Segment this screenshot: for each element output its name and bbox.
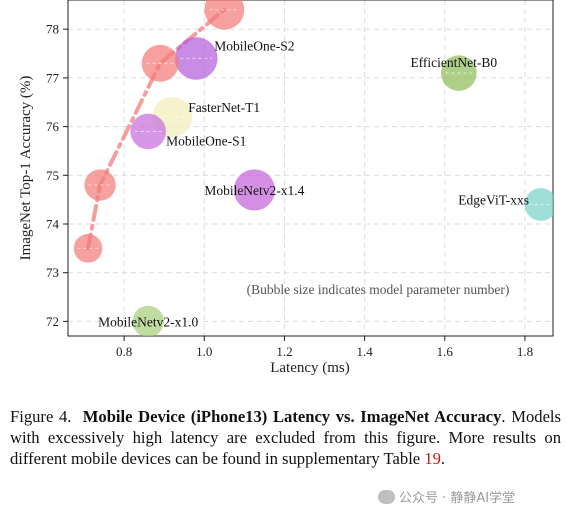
caption-title: Mobile Device (iPhone13) Latency vs. Ima… [82, 407, 502, 426]
y-tick-label: 77 [46, 70, 60, 85]
y-tick-label: 75 [46, 168, 59, 183]
bubble-mobilenetv2-x1-0 [132, 305, 164, 336]
x-tick-label: 1.2 [276, 344, 292, 359]
label-mobilenetv2-x1-0: MobileNetv2-x1.0 [98, 314, 198, 329]
starnet-trend [86, 7, 227, 251]
y-tick-label: 78 [46, 22, 59, 37]
point-labels: MobileOne-S2 FasterNet-T1 MobileOne-S1 Effi… [98, 38, 529, 329]
watermark-text: 公众号 · 静静AI学堂 [399, 491, 516, 506]
latency-accuracy-chart: 0.8 1.0 1.2 1.4 1.6 1.8 72 73 74 75 76 77 78 MobileO… [18, 0, 554, 376]
table-reference-link[interactable]: 19 [424, 449, 441, 468]
x-tick-label: 1.0 [196, 344, 212, 359]
y-tick-label: 76 [46, 119, 60, 134]
y-axis-title: ImageNet Top-1 Accuracy (%) [18, 76, 34, 261]
bubble-edgevit-xxs [524, 188, 553, 221]
caption-end: . [440, 449, 446, 468]
wechat-icon [378, 489, 395, 504]
figure-caption: Figure 4. Mobile Device (iPhone13) Laten… [10, 406, 561, 469]
axes: 0.8 1.0 1.2 1.4 1.6 1.8 72 73 74 75 76 77 78 [46, 0, 554, 359]
figure-label: Figure 4. [10, 407, 72, 426]
y-tick-label: 72 [46, 314, 59, 329]
label-mobileone-s2: MobileOne-S2 [214, 38, 294, 53]
bubble-size-note: (Bubble size indicates model parameter n… [247, 282, 510, 297]
label-fasternet-t1: FasterNet-T1 [188, 100, 260, 115]
x-tick-label: 0.8 [116, 344, 132, 359]
plot-frame [67, 0, 554, 337]
bubble-starnet-1 [73, 234, 103, 263]
x-axis-title: Latency (ms) [270, 360, 350, 376]
bubbles [73, 0, 553, 336]
starnet-line [86, 7, 227, 251]
label-edgevit-xxs: EdgeViT-xxs [458, 193, 529, 208]
bubble-mobileone-s2 [174, 37, 218, 80]
x-tick-label: 1.6 [437, 344, 454, 359]
y-tick-label: 74 [46, 217, 60, 232]
y-tick-label: 73 [46, 265, 59, 280]
bubble-mobilenetv2-x1-4 [233, 169, 275, 211]
x-tick-label: 1.4 [356, 344, 373, 359]
label-mobileone-s1: MobileOne-S1 [166, 133, 246, 148]
label-efficientnet-b0: EfficientNet-B0 [410, 55, 497, 70]
label-mobilenetv2-x1-4: MobileNetv2-x1.4 [204, 183, 304, 198]
x-tick-label: 1.8 [517, 344, 533, 359]
bubble-starnet-4 [204, 0, 245, 30]
caption-body: . Models with excessively high latency a… [10, 407, 562, 468]
bubble-starnet-2 [84, 169, 116, 201]
watermark: 公众号 · 静静AI学堂 [378, 487, 515, 506]
